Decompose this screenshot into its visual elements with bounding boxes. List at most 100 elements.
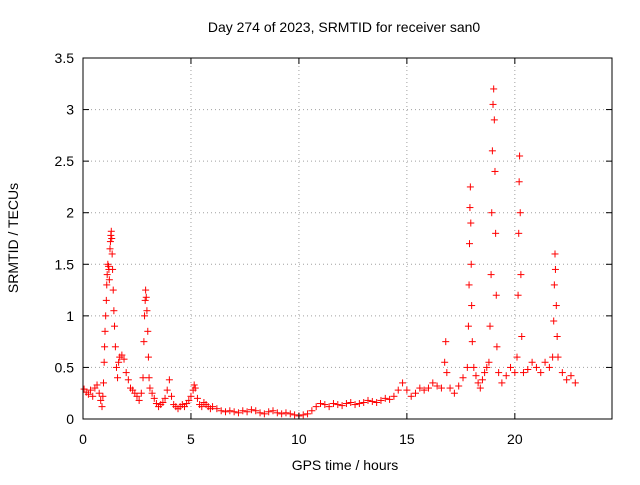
data-point: [304, 410, 312, 418]
data-point: [265, 408, 273, 416]
data-point: [159, 398, 167, 406]
data-point: [377, 396, 385, 404]
data-point: [368, 397, 376, 405]
data-point: [541, 358, 549, 366]
data-point: [226, 407, 234, 415]
data-point: [84, 390, 92, 398]
data-point: [553, 332, 561, 340]
data-point: [443, 369, 451, 377]
data-point: [269, 407, 277, 415]
data-point: [488, 147, 496, 155]
data-point: [142, 293, 150, 301]
data-point: [489, 100, 497, 108]
data-point: [364, 396, 372, 404]
data-point: [487, 271, 495, 279]
data-point: [476, 384, 484, 392]
data-point: [103, 281, 111, 289]
data-point: [466, 204, 474, 212]
data-point: [299, 411, 307, 419]
data-point: [459, 374, 467, 382]
data-point: [466, 183, 474, 191]
data-point: [143, 307, 151, 315]
y-tick-label: 1.5: [55, 256, 75, 272]
data-point: [551, 265, 559, 273]
data-point: [102, 296, 110, 304]
data-point: [464, 322, 472, 330]
data-point: [524, 365, 532, 373]
y-tick-label: 0: [66, 411, 74, 427]
data-point: [467, 260, 475, 268]
data-point: [465, 281, 473, 289]
data-point: [407, 392, 415, 400]
data-point: [137, 389, 145, 397]
data-point: [291, 411, 299, 419]
data-point: [135, 396, 143, 404]
data-point: [168, 392, 176, 400]
data-point: [490, 116, 498, 124]
data-point: [190, 381, 198, 389]
data-point: [518, 332, 526, 340]
y-axis-label: SRMTID / TECUs: [5, 183, 21, 293]
plot-frame: [82, 57, 613, 420]
data-point: [247, 406, 255, 414]
data-point: [416, 384, 424, 392]
data-point: [474, 379, 482, 387]
data-point: [198, 403, 206, 411]
data-point: [441, 358, 449, 366]
data-point: [325, 403, 333, 411]
data-point: [394, 386, 402, 394]
data-point: [468, 302, 476, 310]
data-point: [142, 286, 150, 294]
data-point: [112, 363, 120, 371]
data-point: [420, 386, 428, 394]
x-tick-label: 20: [507, 431, 523, 447]
data-point: [101, 327, 109, 335]
data-point: [213, 405, 221, 413]
data-point: [495, 369, 503, 377]
data-point: [239, 407, 247, 415]
data-point: [373, 398, 381, 406]
data-point: [107, 227, 115, 235]
x-tick-label: 15: [399, 431, 415, 447]
data-point: [492, 229, 500, 237]
data-point: [108, 235, 116, 242]
data-point: [185, 396, 193, 404]
data-points: [80, 85, 579, 420]
data-point: [109, 265, 117, 273]
ticks-layer: 0 0.5 1 1.5 2 2.5 3 3.5 0 5 10 15 20: [55, 50, 612, 447]
data-point: [260, 410, 268, 418]
data-point: [148, 389, 156, 397]
data-point: [551, 250, 559, 258]
data-point: [93, 381, 101, 389]
data-point: [163, 386, 171, 394]
data-point: [222, 408, 230, 416]
chart-title: Day 274 of 2023, SRMTID for receiver san…: [208, 19, 481, 35]
x-axis-label: GPS time / hours: [292, 457, 399, 473]
data-point: [141, 312, 149, 320]
data-point: [488, 209, 496, 217]
data-point: [209, 403, 217, 411]
data-point: [100, 358, 108, 366]
data-point: [146, 384, 154, 392]
data-point: [571, 379, 579, 387]
data-point: [98, 403, 106, 411]
data-point: [517, 271, 525, 279]
data-point: [120, 355, 128, 363]
data-point: [491, 167, 499, 175]
data-point: [111, 322, 119, 330]
data-point: [507, 363, 515, 371]
data-point: [437, 384, 445, 392]
data-point: [532, 363, 540, 371]
data-point: [455, 382, 463, 390]
data-point: [118, 351, 126, 359]
data-point: [513, 353, 521, 361]
data-point: [403, 386, 411, 394]
data-point: [483, 363, 491, 371]
data-point: [567, 372, 575, 380]
data-point: [465, 240, 473, 248]
data-point: [519, 369, 527, 377]
y-tick-label: 0.5: [55, 359, 75, 375]
data-point: [355, 400, 363, 408]
y-tick-label: 3: [66, 102, 74, 118]
